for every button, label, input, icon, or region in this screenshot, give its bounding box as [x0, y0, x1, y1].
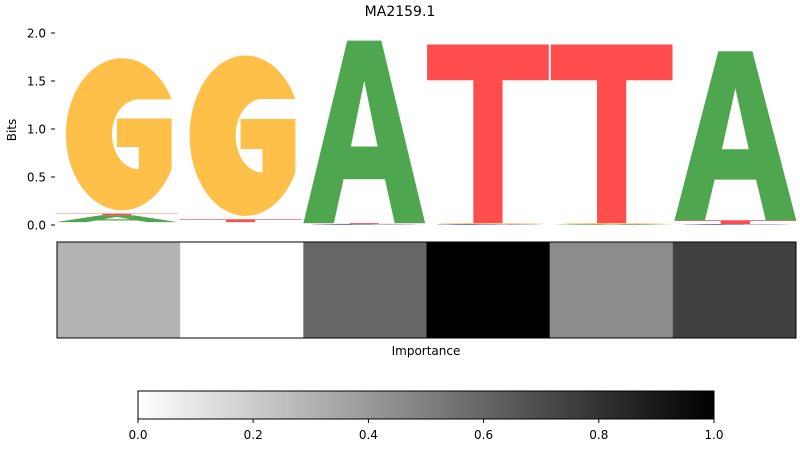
- logo-letter-G: [436, 223, 543, 225]
- logo-letter-A: [550, 224, 673, 225]
- logo-letter-A: [56, 215, 178, 223]
- logo-letter-T: [674, 220, 797, 225]
- heatmap-cell: [672, 242, 797, 338]
- heatmap-cell: [180, 242, 304, 338]
- logo-letter-C: [312, 224, 420, 225]
- y-tick-label: 1.5: [27, 75, 46, 89]
- logo-letter-T: [550, 44, 673, 224]
- logo-letter-G: [560, 223, 667, 225]
- logo-y-ticks: 0.0 0.5 1.0 1.5 2.0: [27, 27, 55, 233]
- logo-letter-G: [189, 55, 296, 216]
- y-tick-label: 0.0: [27, 219, 46, 233]
- colorbar-tick-label: 0.6: [474, 428, 493, 442]
- heatmap-xlabel: Importance: [392, 344, 461, 358]
- heatmap-cell: [303, 242, 427, 338]
- y-tick-label: 2.0: [27, 27, 46, 41]
- colorbar: [137, 390, 715, 420]
- heatmap-frame: [56, 241, 797, 339]
- logo-letter-C: [435, 224, 543, 225]
- logo-title: MA2159.1: [365, 4, 436, 20]
- logo-letter-C: [683, 224, 791, 225]
- heatmap-cell: [426, 242, 551, 338]
- logo-letter-T: [303, 223, 426, 225]
- logo-letter-A: [303, 40, 426, 224]
- colorbar-ticks: 0.0 0.2 0.4 0.6 0.8 1.0: [128, 419, 724, 442]
- y-tick-label: 1.0: [27, 123, 46, 137]
- colorbar-tick-label: 1.0: [704, 428, 723, 442]
- heatmap-cell: [57, 242, 181, 338]
- logo-letter-T: [56, 213, 178, 216]
- y-tick-label: 0.5: [27, 171, 46, 185]
- colorbar-tick-label: 0.2: [244, 428, 263, 442]
- importance-heatmap: [57, 242, 797, 338]
- logo-letter-T: [179, 219, 302, 223]
- colorbar-tick-label: 0.8: [589, 428, 608, 442]
- y-axis-label: Bits: [5, 119, 19, 142]
- logo-letter-G: [65, 58, 172, 211]
- logo-letter-T: [427, 44, 549, 224]
- colorbar-tick-label: 0.0: [128, 428, 147, 442]
- logo-letter-A: [674, 51, 797, 221]
- logo-letters: [56, 40, 797, 225]
- colorbar-tick-label: 0.4: [359, 428, 378, 442]
- heatmap-cell: [549, 242, 674, 338]
